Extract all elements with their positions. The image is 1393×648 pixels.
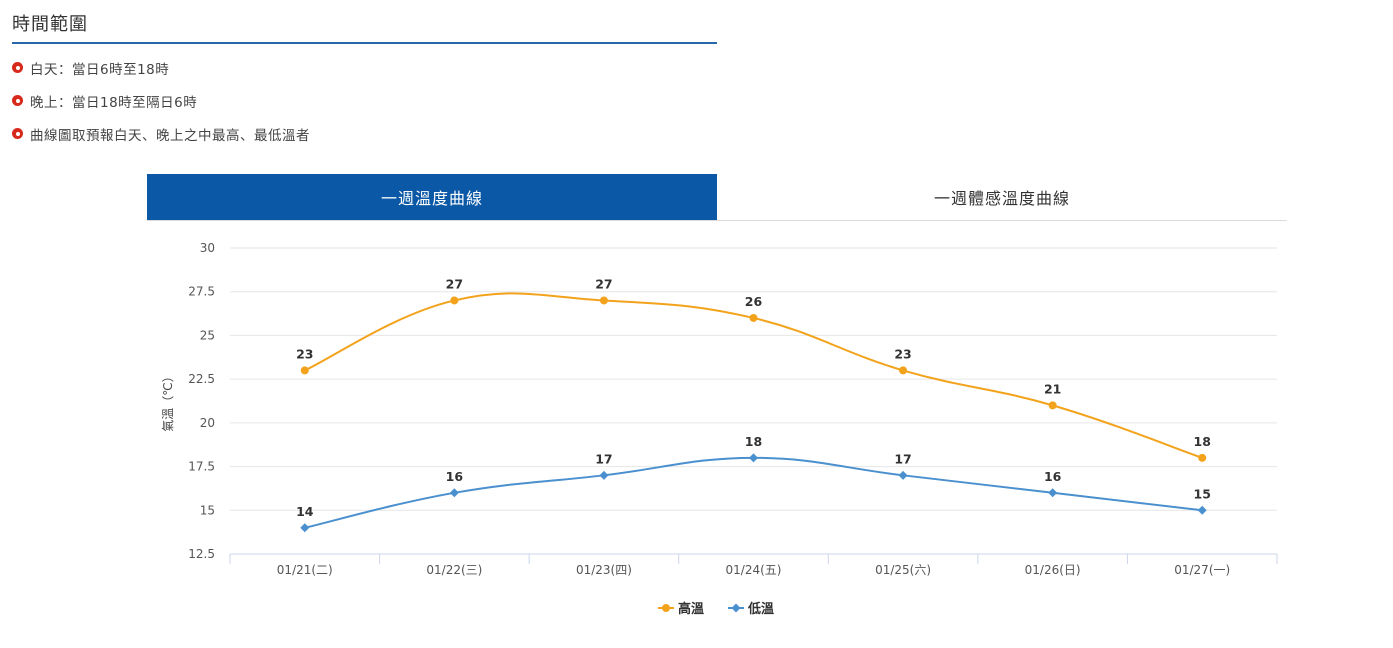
data-point [450, 296, 459, 305]
list-item: 白天：當日6時至18時 [12, 56, 310, 89]
data-point [300, 523, 310, 533]
y-tick-label: 17.5 [188, 460, 215, 474]
data-label: 23 [894, 346, 911, 361]
series-line-low [304, 456, 1203, 529]
bullet-icon [12, 128, 23, 139]
bullet-icon [12, 62, 23, 73]
x-tick-label: 01/23(四) [576, 563, 632, 577]
tab-weekly-temperature[interactable]: 一週溫度曲線 [147, 174, 717, 220]
note-text: 白天：當日6時至18時 [30, 61, 170, 78]
x-tick-label: 01/26(日) [1025, 563, 1081, 577]
data-point [1048, 401, 1057, 410]
data-point [599, 470, 609, 480]
data-point [898, 470, 908, 480]
legend-label: 低溫 [747, 601, 774, 617]
bullet-icon [12, 95, 23, 106]
y-tick-label: 25 [200, 328, 215, 342]
data-label: 16 [446, 469, 464, 484]
y-tick-label: 22.5 [188, 372, 215, 386]
data-point [449, 488, 459, 498]
data-label: 26 [745, 294, 763, 309]
note-text: 晚上：當日18時至隔日6時 [30, 94, 198, 111]
list-item: 曲線圖取預報白天、晚上之中最高、最低溫者 [12, 122, 310, 155]
data-point [749, 453, 758, 463]
chart-tabs: 一週溫度曲線 一週體感溫度曲線 [147, 174, 1287, 221]
x-tick-label: 01/27(一) [1174, 563, 1230, 577]
data-label: 27 [446, 276, 463, 291]
data-label: 15 [1194, 486, 1211, 501]
data-point [749, 313, 758, 322]
data-label: 27 [595, 276, 612, 291]
note-text: 曲線圖取預報白天、晚上之中最高、最低溫者 [30, 127, 310, 144]
data-point [300, 366, 309, 375]
y-tick-label: 27.5 [188, 285, 215, 299]
y-tick-label: 12.5 [188, 547, 215, 561]
data-label: 23 [296, 346, 313, 361]
data-point [899, 366, 908, 375]
legend-label: 高溫 [678, 601, 704, 617]
y-tick-label: 30 [200, 241, 215, 255]
notes-list: 白天：當日6時至18時 晚上：當日18時至隔日6時 曲線圖取預報白天、晚上之中最… [12, 56, 310, 155]
section-divider [12, 42, 717, 44]
data-point [1198, 453, 1207, 462]
data-point [599, 296, 608, 305]
x-tick-label: 01/21(二) [277, 563, 333, 577]
data-label: 21 [1044, 381, 1061, 396]
data-point [1197, 505, 1207, 515]
data-label: 14 [296, 504, 314, 519]
data-label: 18 [745, 434, 762, 449]
x-tick-label: 01/22(三) [426, 563, 482, 577]
y-tick-label: 20 [200, 416, 215, 430]
data-point [1048, 488, 1058, 498]
legend-marker [662, 604, 670, 612]
y-tick-label: 15 [200, 503, 215, 517]
data-label: 17 [894, 451, 911, 466]
list-item: 晚上：當日18時至隔日6時 [12, 89, 310, 122]
data-label: 16 [1044, 469, 1062, 484]
x-tick-label: 01/25(六) [875, 563, 931, 577]
tab-weekly-apparent-temperature[interactable]: 一週體感溫度曲線 [717, 174, 1287, 220]
y-axis-label: 氣溫（℃） [161, 370, 175, 431]
section-title: 時間範圍 [12, 14, 88, 35]
legend-marker [731, 603, 741, 613]
data-label: 18 [1194, 434, 1211, 449]
data-label: 17 [595, 451, 612, 466]
x-tick-label: 01/24(五) [726, 563, 782, 577]
